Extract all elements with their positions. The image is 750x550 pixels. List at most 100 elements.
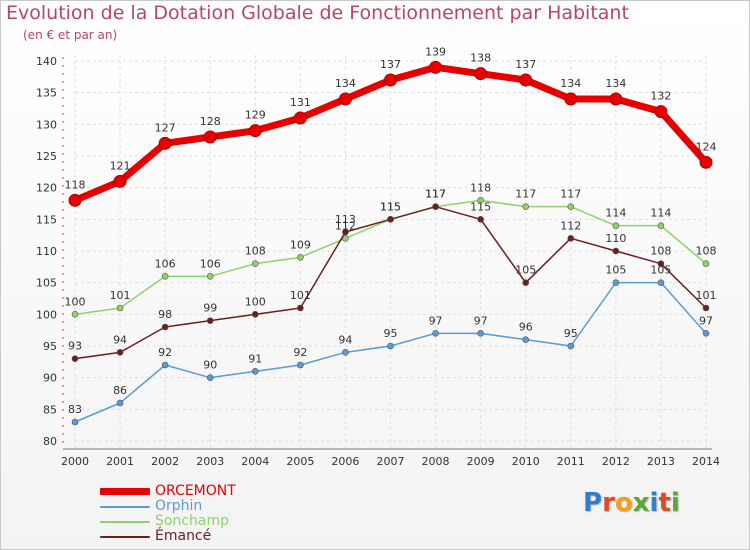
x-tick-label: 2013 xyxy=(647,455,675,468)
legend: ORCEMONT Orphin Sonchamp Émancé xyxy=(100,484,236,544)
logo-letter: i xyxy=(649,488,659,518)
x-tick-label: 2009 xyxy=(467,455,495,468)
data-label: 114 xyxy=(650,207,671,220)
data-point xyxy=(161,361,169,369)
data-label: 117 xyxy=(425,188,446,201)
legend-item: Sonchamp xyxy=(100,514,236,529)
data-point xyxy=(612,222,620,229)
x-tick-label: 2000 xyxy=(61,455,89,468)
data-label: 117 xyxy=(515,188,536,201)
data-label: 124 xyxy=(696,140,717,153)
data-point xyxy=(612,247,620,255)
data-point xyxy=(702,330,710,337)
data-label: 101 xyxy=(696,289,717,302)
data-point xyxy=(113,174,127,188)
data-point xyxy=(161,273,169,280)
data-point xyxy=(477,330,484,337)
x-tick-label: 2010 xyxy=(512,455,540,468)
data-point xyxy=(387,216,394,223)
legend-item: ORCEMONT xyxy=(100,484,236,499)
legend-swatch xyxy=(100,488,150,495)
data-label: 97 xyxy=(474,314,488,327)
data-label: 83 xyxy=(68,403,82,416)
data-point xyxy=(702,260,710,267)
data-label: 115 xyxy=(470,200,491,213)
y-tick-label: 135 xyxy=(36,87,57,100)
chart-subtitle: (en € et par an) xyxy=(23,28,118,42)
data-point xyxy=(567,342,575,350)
data-point xyxy=(612,279,620,286)
data-point xyxy=(116,349,124,356)
data-label: 137 xyxy=(515,58,536,71)
data-label: 113 xyxy=(335,213,356,226)
data-label: 118 xyxy=(470,181,491,194)
data-label: 117 xyxy=(560,188,581,201)
data-point xyxy=(297,304,304,312)
data-point xyxy=(567,203,575,210)
data-label: 112 xyxy=(560,219,581,232)
data-point xyxy=(297,254,304,261)
data-point xyxy=(206,374,214,381)
data-label: 97 xyxy=(699,314,713,327)
data-point xyxy=(567,235,575,242)
data-label: 128 xyxy=(200,115,221,128)
data-label: 100 xyxy=(245,295,266,308)
legend-swatch xyxy=(100,520,150,523)
x-tick-label: 2002 xyxy=(151,455,179,468)
x-tick-label: 2011 xyxy=(557,455,585,468)
data-point xyxy=(161,323,169,331)
data-label: 139 xyxy=(425,45,446,58)
data-point xyxy=(432,330,439,337)
data-label: 105 xyxy=(605,264,626,277)
data-point xyxy=(68,193,82,207)
y-tick-label: 140 xyxy=(36,55,57,68)
data-label: 94 xyxy=(338,333,352,346)
data-label: 132 xyxy=(650,90,671,103)
data-label: 91 xyxy=(248,352,262,365)
data-label: 115 xyxy=(380,200,401,213)
x-tick-label: 2012 xyxy=(602,455,630,468)
data-point xyxy=(342,228,349,236)
data-point xyxy=(338,92,352,106)
data-point xyxy=(158,136,172,150)
legend-label: ORCEMONT xyxy=(155,483,236,499)
legend-swatch xyxy=(100,505,150,508)
data-label: 90 xyxy=(203,359,217,372)
data-label: 86 xyxy=(113,384,127,397)
data-label: 106 xyxy=(200,257,221,270)
data-point xyxy=(251,311,259,318)
data-point xyxy=(657,260,665,267)
data-point xyxy=(609,92,623,106)
data-point xyxy=(654,105,668,119)
data-point xyxy=(206,317,214,324)
y-tick-label: 95 xyxy=(43,340,57,353)
data-point xyxy=(342,349,349,356)
data-label: 97 xyxy=(429,314,443,327)
data-label: 98 xyxy=(158,308,172,321)
data-point xyxy=(477,197,484,204)
data-point xyxy=(71,355,79,362)
data-label: 99 xyxy=(203,302,217,315)
x-tick-label: 2006 xyxy=(331,455,359,468)
data-label: 134 xyxy=(605,77,626,90)
y-tick-label: 85 xyxy=(43,403,57,416)
y-tick-label: 115 xyxy=(36,213,57,226)
y-tick-label: 130 xyxy=(36,118,57,131)
data-label: 101 xyxy=(110,289,131,302)
data-label: 112 xyxy=(335,219,356,232)
legend-label: Sonchamp xyxy=(155,513,229,529)
data-point xyxy=(699,155,713,169)
data-label: 96 xyxy=(519,321,533,334)
data-label: 93 xyxy=(68,340,82,353)
x-tick-label: 2004 xyxy=(241,455,269,468)
data-label: 108 xyxy=(696,245,717,258)
legend-item: Émancé xyxy=(100,529,236,544)
data-point xyxy=(297,361,304,369)
data-label: 127 xyxy=(155,121,176,134)
logo-letter: x xyxy=(632,488,650,518)
data-label: 114 xyxy=(605,207,626,220)
data-point xyxy=(702,304,710,312)
x-tick-label: 2014 xyxy=(692,455,720,468)
